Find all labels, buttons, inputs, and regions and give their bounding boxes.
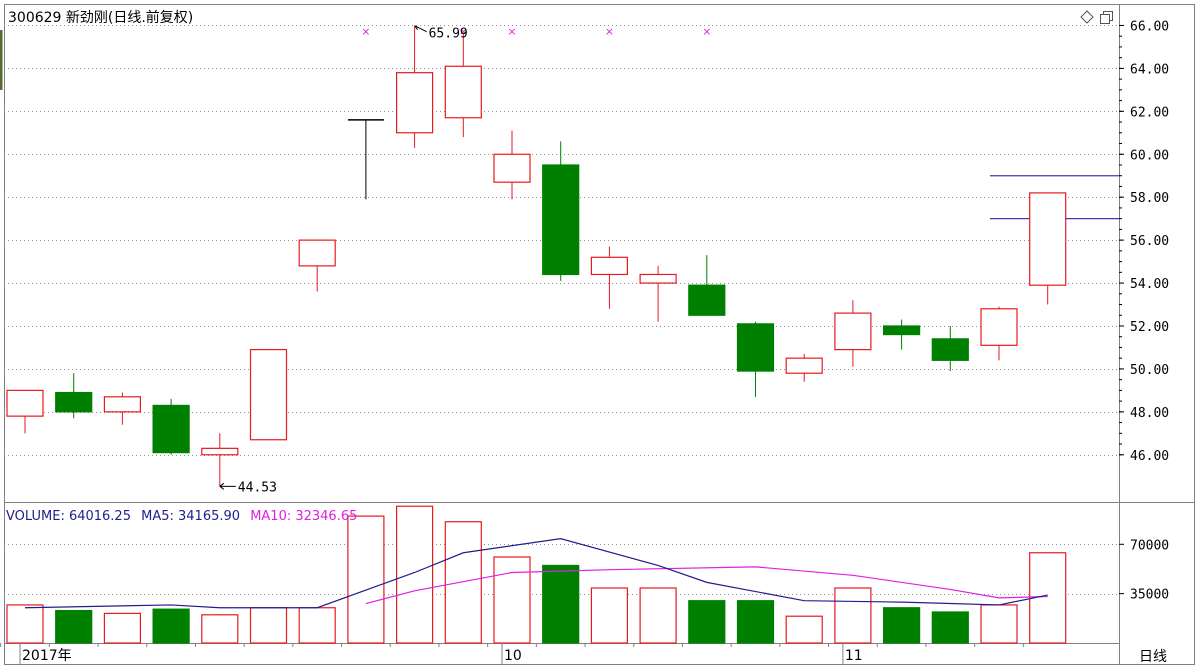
volume-bar — [736, 600, 775, 644]
volume-bar — [249, 607, 288, 644]
volume-bar — [55, 609, 93, 644]
event-marker: × — [507, 25, 516, 38]
price-tick-label: 64.00 — [1130, 62, 1169, 77]
candle-body — [931, 338, 969, 361]
ma10-line — [365, 566, 1048, 605]
diamond-icon[interactable] — [1080, 10, 1094, 24]
volume-value-label: VOLUME: 64016.25 — [6, 509, 131, 524]
volume-bar — [152, 608, 190, 644]
candle-body — [444, 65, 482, 119]
volume-bar — [542, 564, 580, 644]
event-marker: × — [361, 25, 370, 38]
date-axis-frame — [4, 643, 1120, 665]
event-marker: × — [605, 25, 614, 38]
volume-tick-label: 70000 — [1130, 538, 1169, 553]
price-tick-label: 52.00 — [1130, 320, 1169, 335]
period-label[interactable]: 日线 — [1139, 649, 1167, 665]
price-tick-label: 62.00 — [1130, 105, 1169, 120]
date-label: 10 — [504, 648, 522, 664]
low-annotation-label: 44.53 — [238, 480, 277, 495]
high-annotation-arrow — [414, 25, 427, 33]
price-tick-label: 48.00 — [1130, 406, 1169, 421]
event-markers: × × × × × — [361, 25, 711, 38]
volume-bar — [834, 587, 872, 644]
candle-body — [55, 391, 93, 413]
candle-body — [882, 325, 921, 336]
price-tick-label: 46.00 — [1130, 449, 1169, 464]
volume-bar — [201, 614, 239, 644]
volume-bar — [6, 604, 44, 644]
volume-bars — [6, 505, 1067, 644]
ma5-value-label: MA5: 34165.90 — [141, 509, 240, 524]
price-tick-label: 56.00 — [1130, 234, 1169, 249]
candles — [6, 25, 1067, 487]
volume-bar — [785, 615, 823, 644]
candle-body — [834, 312, 872, 351]
candle-body — [152, 404, 190, 454]
event-marker: × — [459, 25, 468, 38]
date-axis-labels: 2017年 10 11 — [0, 643, 1024, 664]
price-axis-ticks: 66.00 64.00 62.00 60.00 58.00 56.00 54.00 52.00… — [1119, 19, 1169, 464]
low-annotation-arrow — [219, 482, 236, 490]
candle-body — [249, 348, 288, 441]
candle-body — [639, 273, 677, 284]
price-tick-label: 54.00 — [1130, 277, 1169, 292]
volume-bar — [931, 611, 969, 644]
price-tick-label: 50.00 — [1130, 363, 1169, 378]
date-label: 2017年 — [22, 648, 72, 664]
date-label: 11 — [845, 648, 863, 664]
volume-bar — [688, 600, 726, 644]
volume-bar — [590, 587, 629, 644]
volume-bar — [396, 505, 434, 644]
candle-body — [1029, 192, 1067, 286]
volume-bar — [493, 556, 531, 644]
candle-body — [980, 308, 1018, 346]
price-annotations: 65.99 44.53 — [219, 25, 468, 495]
volume-bar — [980, 604, 1018, 644]
volume-bar — [103, 612, 142, 644]
restore-icon[interactable] — [1100, 11, 1113, 24]
candle-body — [103, 396, 142, 413]
candle-body — [493, 153, 531, 183]
ma10-value-label: MA10: 32346.65 — [250, 509, 357, 524]
high-annotation-label: 65.99 — [429, 27, 468, 42]
svg-text:VOLUME: 64016.25 MA5: 3416: VOLUME: 64016.25 MA5: 34165.90 MA10: 323… — [6, 509, 357, 524]
candle-body — [201, 447, 239, 456]
candle-body — [6, 389, 44, 417]
price-tick-label: 66.00 — [1130, 19, 1169, 34]
right-axis-frame — [1119, 4, 1195, 665]
candle-body — [688, 284, 726, 316]
volume-bar — [347, 515, 385, 644]
volume-tick-label: 35000 — [1130, 588, 1169, 603]
volume-bar — [444, 521, 482, 644]
moving-average-lines — [24, 538, 1048, 609]
volume-axis-ticks: 70000 35000 — [1119, 538, 1169, 603]
chart-title: 300629 新劲刚(日线.前复权) — [8, 9, 193, 26]
event-marker: × — [702, 25, 711, 38]
price-tick-label: 60.00 — [1130, 148, 1169, 163]
candle-body — [785, 357, 823, 374]
ma5-line — [24, 538, 1048, 609]
volume-bar — [298, 607, 336, 644]
candle-body — [298, 239, 336, 267]
candle-body — [590, 256, 629, 276]
volume-bar — [882, 607, 921, 644]
candle-body — [736, 323, 775, 372]
volume-bar — [639, 587, 677, 644]
candle-body — [542, 164, 580, 276]
candle-body — [396, 72, 434, 134]
price-tick-label: 58.00 — [1130, 191, 1169, 206]
